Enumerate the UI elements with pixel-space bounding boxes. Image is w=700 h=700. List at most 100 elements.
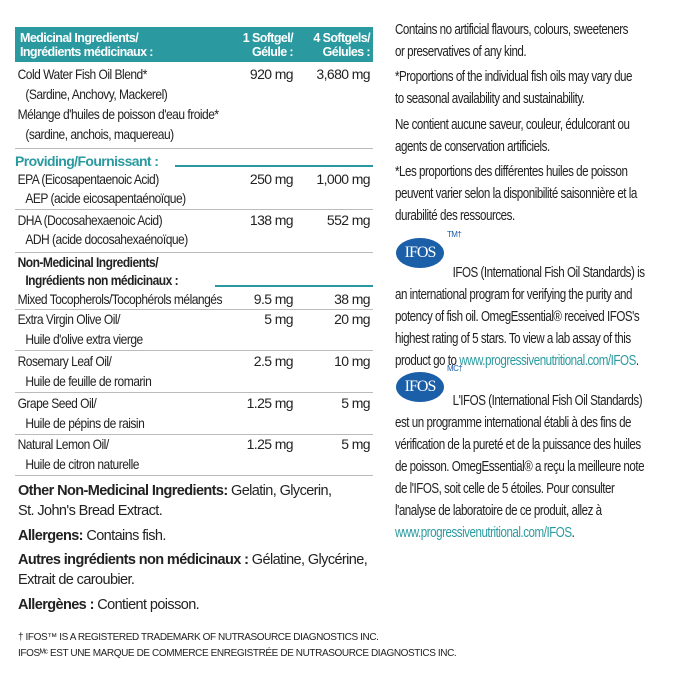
amount-1: 1.25 mg: [246, 436, 294, 452]
header-ingredients: Medicinal Ingredients/: [20, 31, 139, 45]
table-row-non-medicinal: Grape Seed Oil/Huile de pépins de raisin…: [15, 393, 373, 433]
text-line: l'analyse de laboratoire de ce produit, …: [395, 503, 602, 519]
amount-4: 552 mg: [326, 212, 371, 228]
no-artificial-note: Contains no artificial flavours, colours…: [395, 19, 695, 63]
ifos-logo: IFOS: [396, 372, 444, 402]
ingredient-sub: AEP (acide eicosapentaénoïque): [25, 190, 186, 206]
table-row-non-medicinal: Mixed Tocopherols/Tocophérols mélangés 9.…: [15, 289, 373, 309]
text-line: *Les proportions des différentes huiles …: [395, 164, 628, 180]
amount-1: 2.5 mg: [253, 353, 294, 369]
ifos-tm-mark: TM†: [447, 230, 462, 239]
ifos-text-en: IFOS (International Fish Oil Standards) …: [395, 262, 695, 372]
no-artificial-note-fr: Ne contient aucune saveur, couleur, édul…: [395, 114, 695, 158]
autres-text: Gélatine, Glycérine,: [248, 552, 368, 568]
ingredient-name: DHA (Docosahexaenoic Acid): [17, 212, 163, 228]
allergenes-label: Allergènes :: [18, 597, 94, 613]
ingredient-name: Mixed Tocopherols/Tocophérols mélangés: [17, 291, 223, 307]
ingredient-sub: Huile d'olive extra vierge: [25, 331, 143, 347]
amount-1: 9.5 mg: [253, 291, 294, 307]
non-medicinal-label-fr: Ingrédients non médicinaux :: [25, 272, 179, 288]
allergenes-text: Contient poisson.: [93, 597, 200, 613]
amount-4: 3,680 mg: [316, 66, 370, 82]
text-line: potency of fish oil. OmegEssential® rece…: [395, 309, 640, 325]
header-1-gelule: Gélule :: [251, 45, 294, 59]
amount-1: 138 mg: [249, 212, 294, 228]
other-text: Gelatin, Glycerin,: [227, 483, 332, 499]
text-line: peuvent varier selon la disponibilité sa…: [395, 186, 637, 202]
divider: [15, 350, 373, 351]
text-line: Contains no artificial flavours, colours…: [395, 22, 628, 38]
text-line: IFOS (International Fish Oil Standards) …: [452, 265, 645, 281]
amount-4: 38 mg: [334, 291, 371, 307]
non-medicinal-label-en: Non-Medicinal Ingredients/: [17, 254, 159, 270]
text-line: highest rating of 5 stars. To view a lab…: [395, 331, 631, 347]
divider: [215, 285, 373, 287]
providing-label: Providing/Fournissant :: [15, 153, 159, 169]
amount-4: 1,000 mg: [316, 171, 370, 187]
ingredient-sub: Huile de pépins de raisin: [25, 415, 145, 431]
text-line: L'IFOS (International Fish Oil Standards…: [452, 393, 643, 409]
text-line: an international program for verifying t…: [395, 287, 632, 303]
other-label: Other Non-Medicinal Ingredients:: [18, 483, 228, 499]
allergens-label: Allergens:: [18, 528, 84, 544]
ingredient-name: Extra Virgin Olive Oil/: [17, 311, 121, 327]
amount-1: 920 mg: [249, 66, 294, 82]
ingredient-name: Grape Seed Oil/: [17, 395, 97, 411]
amount-4: 5 mg: [341, 395, 370, 411]
amount-1: 1.25 mg: [246, 395, 294, 411]
header-ingredients-fr: Ingrédients médicinaux :: [20, 45, 153, 59]
ingredient-sub-fr: (sardine, anchois, maquereau): [25, 126, 174, 142]
divider: [15, 475, 373, 476]
text-line: product go to: [395, 353, 460, 369]
divider: [15, 209, 373, 210]
ingredient-sub: (Sardine, Anchovy, Mackerel): [25, 86, 168, 102]
ifos-text-fr: L'IFOS (International Fish Oil Standards…: [395, 390, 695, 544]
amount-4: 5 mg: [341, 436, 370, 452]
amount-1: 250 mg: [249, 171, 294, 187]
divider: [15, 434, 373, 435]
allergens-text: Contains fish.: [82, 528, 166, 544]
text-line: to seasonal availability and sustainabil…: [395, 91, 585, 107]
table-row-dha: DHA (Docosahexaenoic Acid) ADH (acide do…: [15, 211, 373, 249]
proportions-note-fr: *Les proportions des différentes huiles …: [395, 161, 695, 227]
text-line: de poisson. OmegEssential® a reçu la mei…: [395, 459, 645, 475]
text-line: *Proportions of the individual fish oils…: [395, 69, 632, 85]
other-text2: St. John's Bread Extract.: [18, 503, 163, 519]
text-line: Ne contient aucune saveur, couleur, édul…: [395, 117, 630, 133]
header-4-softgels: 4 Softgels/: [313, 31, 370, 45]
ingredient-name: EPA (Eicosapentaenoic Acid): [17, 171, 160, 187]
ifos-mc-mark: MC†: [447, 364, 463, 373]
text-line: or preservatives of any kind.: [395, 44, 527, 60]
text-line: vérification de la pureté et de la puiss…: [395, 437, 641, 453]
proportions-note: *Proportions of the individual fish oils…: [395, 66, 695, 110]
ingredient-sub: Huile de feuille de romarin: [25, 373, 152, 389]
header-4-gelules: Gélules :: [322, 45, 371, 59]
footnote-fr: IFOSᴹᶜ EST UNE MARQUE DE COMMERCE ENREGI…: [18, 648, 457, 659]
header-1-softgel: 1 Softgel/: [242, 31, 294, 45]
amount-1: 5 mg: [264, 311, 293, 327]
ingredient-sub: ADH (acide docosahexaénoïque): [25, 231, 188, 247]
ifos-link-fr[interactable]: www.progressivenutritional.com/IFOS: [395, 525, 572, 541]
other-ingredients: Other Non-Medicinal Ingredients: Gelatin…: [18, 481, 378, 615]
amount-4: 20 mg: [334, 311, 371, 327]
non-medicinal-label: Non-Medicinal Ingredients/ Ingrédients n…: [15, 253, 373, 289]
divider: [15, 309, 373, 310]
autres-label: Autres ingrédients non médicinaux :: [18, 552, 249, 568]
ifos-logo: IFOS: [396, 238, 444, 268]
divider: [15, 148, 373, 149]
text-line: durabilité des ressources.: [395, 208, 515, 224]
table-row-non-medicinal: Rosemary Leaf Oil/Huile de feuille de ro…: [15, 351, 373, 391]
footnote-en: † IFOS™ IS A REGISTERED TRADEMARK OF NUT…: [18, 632, 379, 643]
text-line: agents de conservation artificiels.: [395, 139, 550, 155]
table-row-fish-oil: Cold Water Fish Oil Blend* (Sardine, Anc…: [15, 64, 373, 144]
ingredient-sub: Huile de citron naturelle: [25, 456, 139, 472]
divider: [15, 252, 373, 253]
table-header: Medicinal Ingredients/Ingrédients médici…: [15, 27, 373, 62]
divider: [15, 392, 373, 393]
table-row-non-medicinal: Extra Virgin Olive Oil/Huile d'olive ext…: [15, 309, 373, 349]
divider: [175, 165, 373, 167]
ingredient-name: Rosemary Leaf Oil/: [17, 353, 112, 369]
autres-text2: Extrait de caroubier.: [18, 572, 135, 588]
ifos-link-en[interactable]: www.progressivenutritional.com/IFOS: [459, 353, 636, 369]
amount-4: 10 mg: [334, 353, 371, 369]
